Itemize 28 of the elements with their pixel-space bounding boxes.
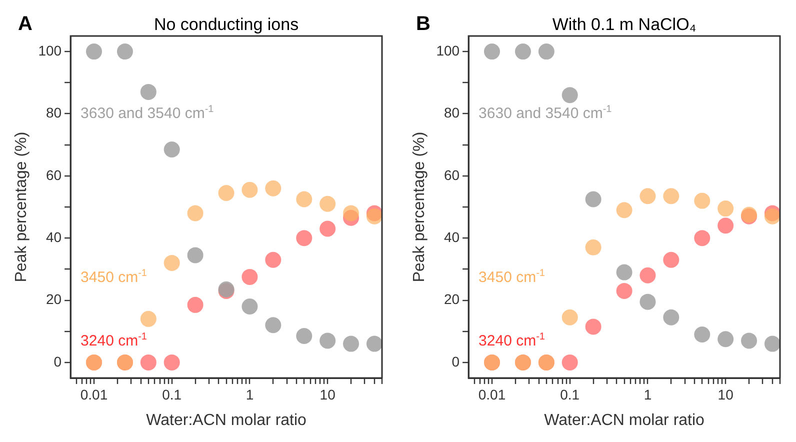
x-tick-label: 1 <box>246 386 254 402</box>
y-tick-label: 80 <box>46 104 62 121</box>
x-tick-label: 0.1 <box>162 386 182 402</box>
y-tick-label: 40 <box>444 228 460 245</box>
x-tick-label: 1 <box>644 386 652 402</box>
x-tick-label: 0.01 <box>80 386 108 402</box>
y-tick-label: 80 <box>444 104 460 121</box>
x-tick-label: 10 <box>718 386 734 402</box>
y-axis-title: Peak percentage (%) <box>411 132 428 282</box>
chart-title: With 0.1 m NaClO₄ <box>552 15 696 34</box>
y-tick-label: 40 <box>46 228 62 245</box>
y-tick-label: 60 <box>46 166 62 183</box>
y-tick-label: 100 <box>38 42 62 58</box>
y-axis-title: Peak percentage (%) <box>13 132 30 282</box>
x-axis-title: Water:ACN molar ratio <box>544 412 705 429</box>
y-tick-label: 0 <box>452 353 460 370</box>
y-tick-label: 20 <box>46 291 62 308</box>
x-axis-title: Water:ACN molar ratio <box>146 412 307 429</box>
x-tick-label: 0.1 <box>560 386 580 402</box>
x-tick-label: 10 <box>320 386 336 402</box>
chart-title: No conducting ions <box>154 15 299 34</box>
x-tick-label: 0.01 <box>478 386 506 402</box>
text: B <box>416 13 430 35</box>
y-tick-label: 60 <box>444 166 460 183</box>
y-tick-label: 100 <box>436 42 460 58</box>
text: A <box>18 13 32 35</box>
y-tick-label: 20 <box>444 291 460 308</box>
y-tick-label: 0 <box>54 353 62 370</box>
